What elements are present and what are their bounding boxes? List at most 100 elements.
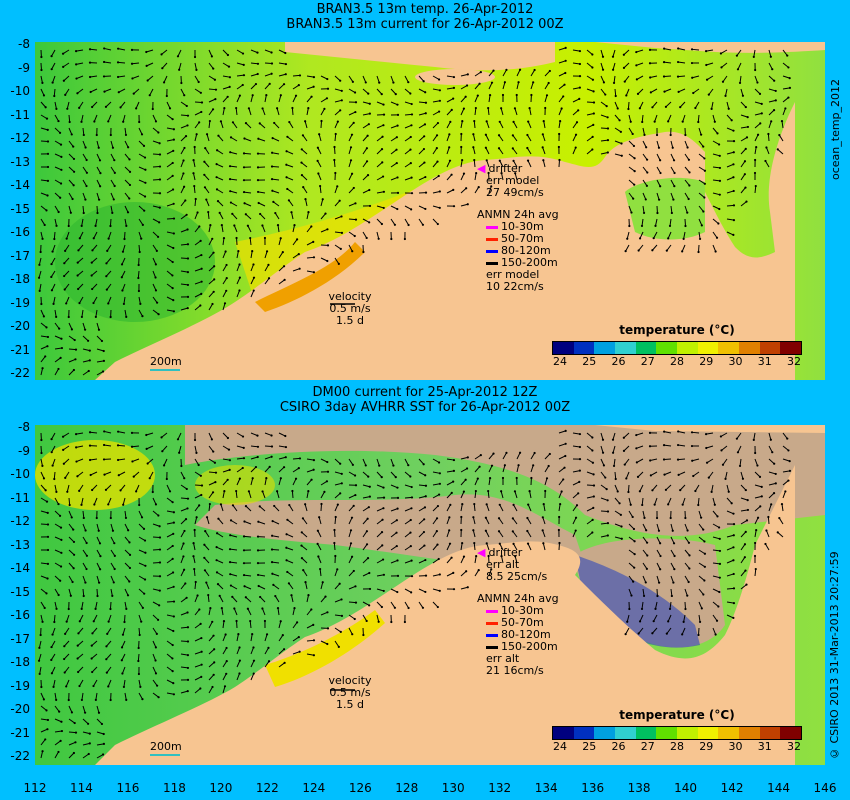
current-vector <box>684 153 690 161</box>
current-vector-head <box>40 451 43 455</box>
current-vector <box>222 445 230 451</box>
current-vector <box>306 108 309 116</box>
current-vector-head <box>71 580 74 584</box>
current-vector-head <box>70 516 73 519</box>
current-vector <box>628 114 632 122</box>
current-vector-head <box>423 161 426 164</box>
current-vector-head <box>449 120 452 123</box>
current-vector <box>271 165 280 168</box>
current-vector <box>623 445 630 452</box>
current-vector-head <box>681 633 684 636</box>
current-vector-head <box>176 438 180 441</box>
current-vector <box>235 107 238 116</box>
current-vector-head <box>326 87 330 90</box>
current-vector <box>754 112 762 116</box>
current-vector <box>229 165 238 168</box>
current-vector-head <box>40 68 43 72</box>
current-vector <box>390 484 398 489</box>
current-vector <box>194 111 202 116</box>
current-vector-head <box>464 95 467 98</box>
current-vector <box>726 163 734 168</box>
current-vector-head <box>655 133 659 137</box>
current-vector <box>472 530 476 538</box>
current-vector <box>320 228 328 233</box>
current-vector <box>96 549 101 557</box>
current-vector-head <box>671 529 674 532</box>
current-vector-head <box>256 72 259 76</box>
current-vector <box>526 530 532 538</box>
current-vector <box>166 692 174 695</box>
current-vector-head <box>475 554 478 558</box>
current-vector-head <box>78 237 81 240</box>
current-vector <box>51 62 56 70</box>
top-isobath-label: 200m <box>150 355 182 368</box>
current-vector-head <box>460 132 463 136</box>
current-vector-head <box>637 249 640 252</box>
current-vector <box>208 109 214 116</box>
current-vector-head <box>312 240 315 243</box>
current-vector <box>558 60 566 64</box>
current-vector <box>166 283 173 289</box>
current-vector <box>194 62 197 70</box>
current-vector-head <box>644 581 647 584</box>
current-vector-head <box>659 185 662 188</box>
current-vector <box>737 445 742 453</box>
current-vector <box>502 82 506 90</box>
current-vector <box>208 661 215 668</box>
current-vector <box>104 61 112 64</box>
current-vector <box>586 471 594 475</box>
current-vector <box>264 445 273 448</box>
current-vector <box>362 189 370 194</box>
current-vector-head <box>744 147 747 150</box>
current-vector-head <box>59 565 63 568</box>
current-vector-head <box>171 557 174 560</box>
current-vector <box>474 71 482 77</box>
current-vector-head <box>53 94 56 98</box>
current-vector-head <box>40 55 43 59</box>
current-vector <box>122 497 126 505</box>
current-vector <box>124 549 131 556</box>
current-vector-head <box>58 327 61 330</box>
current-vector-head <box>161 67 164 70</box>
current-vector <box>110 588 113 596</box>
current-vector <box>39 666 42 674</box>
current-vector <box>243 191 252 194</box>
current-vector <box>166 510 174 513</box>
current-vector-head <box>214 88 218 91</box>
current-vector <box>118 431 126 434</box>
current-vector <box>348 122 355 129</box>
current-vector-head <box>774 99 777 102</box>
current-vector <box>208 432 213 440</box>
current-vector <box>222 96 229 103</box>
current-vector-head <box>216 199 220 203</box>
current-vector-head <box>107 120 110 123</box>
current-vector <box>782 49 788 56</box>
current-vector <box>222 479 229 486</box>
current-vector-head <box>243 137 246 140</box>
current-vector-head <box>632 580 635 583</box>
current-vector-head <box>324 595 327 598</box>
current-vector <box>207 594 210 603</box>
current-vector <box>334 640 340 648</box>
current-vector <box>527 543 532 551</box>
current-vector <box>138 601 144 609</box>
current-vector-head <box>424 101 428 104</box>
current-vector <box>180 497 189 500</box>
current-vector-head <box>172 521 175 524</box>
current-vector-head <box>135 107 138 110</box>
current-vector <box>247 225 252 233</box>
current-vector <box>432 88 440 91</box>
current-vector <box>513 121 518 129</box>
current-vector <box>77 283 84 290</box>
current-vector <box>166 666 173 672</box>
current-vector <box>54 205 60 213</box>
current-vector-head <box>59 579 62 582</box>
current-vector <box>320 97 328 103</box>
current-vector <box>740 509 748 512</box>
current-vector-head <box>351 463 354 466</box>
current-vector-head <box>193 145 196 149</box>
current-vector-head <box>222 619 226 623</box>
current-vector <box>194 688 201 694</box>
current-vector-head <box>319 567 322 571</box>
current-vector-head <box>77 670 80 674</box>
